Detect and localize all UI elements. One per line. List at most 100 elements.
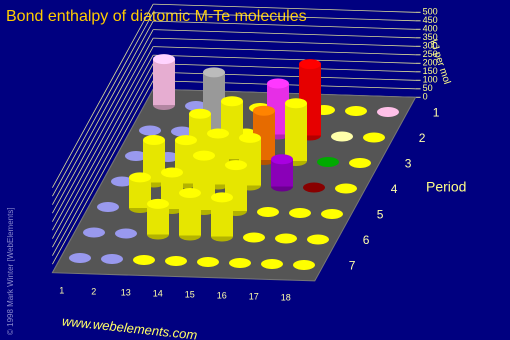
bar (211, 192, 233, 242)
empty-cell (185, 101, 207, 111)
bar-body (179, 193, 201, 236)
grid-line (153, 20, 416, 30)
grid-line (153, 71, 416, 81)
y-tick-label: 500 (423, 7, 438, 17)
bar-top (211, 192, 233, 203)
bar (147, 198, 169, 240)
bar-top (221, 96, 243, 107)
chart-title: Bond enthalpy of diatomic M-Te molecules (6, 8, 307, 25)
empty-cell (289, 208, 311, 218)
website: www.webelements.com (61, 313, 198, 340)
empty-cell (317, 157, 339, 167)
empty-cell (257, 207, 279, 217)
grid-line (153, 12, 416, 22)
grid-line (52, 46, 154, 231)
bar-top (153, 54, 175, 65)
x-tick-label: 13 (121, 288, 131, 298)
period-label: 7 (349, 259, 356, 273)
empty-cell (139, 125, 161, 136)
grid-line (52, 3, 154, 188)
empty-cell (133, 255, 155, 265)
bar (153, 54, 175, 110)
bar (271, 154, 293, 192)
grid-line (52, 80, 154, 265)
y-tick-label: 400 (423, 24, 438, 34)
grid-line (52, 20, 154, 205)
period-label: 6 (363, 233, 370, 247)
bar-top (129, 172, 151, 183)
y-tick-label: 100 (423, 75, 438, 85)
grid-line (153, 29, 416, 39)
copyright: © 1998 Mark Winter [WebElements] (6, 207, 15, 335)
empty-cell (111, 176, 133, 187)
empty-cell (97, 202, 119, 212)
grid-line (52, 37, 154, 222)
x-tick-label: 1 (59, 286, 64, 296)
empty-cell (331, 131, 353, 142)
empty-cell (165, 256, 187, 266)
grid-line (52, 29, 154, 214)
grid-line (52, 12, 154, 197)
x-tick-label: 2 (91, 287, 96, 297)
bar-top (175, 135, 197, 146)
period-label: 1 (433, 106, 440, 120)
bar-top (193, 150, 215, 161)
period-label: 3 (405, 157, 412, 171)
empty-cell (275, 233, 297, 244)
grid-line (153, 46, 416, 56)
empty-cell (229, 258, 251, 268)
bar-body (153, 59, 175, 105)
bar-top (179, 188, 201, 198)
empty-cell (349, 158, 371, 168)
empty-cell (197, 257, 219, 267)
bar-body (143, 140, 165, 183)
empty-cell (83, 227, 105, 238)
grid-line (153, 3, 416, 13)
y-tick-label: 0 (423, 92, 428, 102)
bar-top (147, 198, 169, 209)
empty-cell (261, 259, 283, 269)
bar-top (299, 59, 321, 70)
empty-cell (321, 209, 343, 219)
bar (129, 172, 151, 213)
x-tick-label: 16 (217, 291, 227, 301)
empty-cell (69, 253, 91, 263)
grid-line (153, 37, 416, 47)
period-label: 4 (391, 182, 398, 196)
bar-top (203, 67, 225, 78)
bar-top (253, 105, 275, 116)
bar-top (161, 167, 183, 178)
y-tick-label: 450 (423, 15, 438, 25)
grid-line (153, 63, 416, 73)
empty-cell (125, 151, 147, 161)
empty-cell (345, 106, 367, 116)
bar-body (129, 177, 151, 208)
empty-cell (363, 132, 385, 143)
grid-line (52, 54, 154, 239)
empty-cell (377, 107, 399, 117)
x-tick-label: 18 (281, 293, 291, 303)
grid-line (153, 54, 416, 64)
bar-body (211, 197, 233, 237)
bar-top (143, 135, 165, 145)
period-label: 2 (419, 131, 426, 145)
bar-body (147, 203, 169, 235)
bar-top (225, 160, 247, 171)
y-tick-label: 200 (423, 58, 438, 68)
bar-body (271, 159, 293, 187)
empty-cell (335, 183, 357, 194)
bar-body (161, 172, 183, 209)
bar-top (267, 78, 289, 89)
empty-cell (115, 228, 137, 239)
empty-cell (307, 234, 329, 245)
x-tick-label: 17 (249, 292, 259, 302)
grid-line (52, 71, 154, 256)
empty-cell (303, 182, 325, 193)
y-tick-label: 250 (423, 49, 438, 59)
bar-top (189, 108, 211, 119)
x-tick-label: 14 (153, 289, 163, 299)
y-tick-label: 300 (423, 41, 438, 51)
empty-cell (101, 254, 123, 264)
